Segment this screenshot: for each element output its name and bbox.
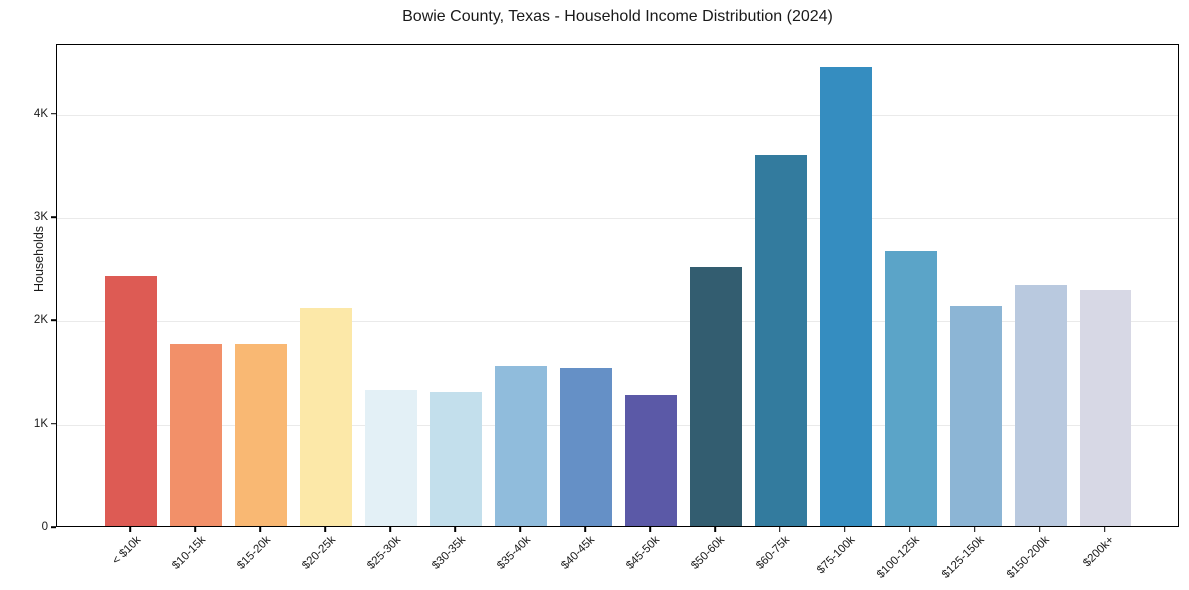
plot-area [56,44,1179,527]
bar-$25-30k [365,390,418,526]
x-tick-label: $25-30k [364,534,403,572]
x-tick-mark [194,527,197,532]
bar-$10-15k [170,344,223,526]
x-tick-label: $10-15k [170,534,208,572]
y-tick-label: 1K [33,417,48,430]
y-tick-label: 2K [33,314,48,327]
x-axis-tick-labels: < $10k $10-15k $15-20k $20-25k $25-30k $30-35… [56,527,1179,587]
x-tick-label: $20-25k [299,534,338,572]
y-tick-mark [51,422,56,425]
bar-$50-60k [689,266,742,526]
y-tick-label: 3K [33,211,48,224]
x-tick-mark [779,527,781,532]
bar-$60-75k [754,155,807,526]
y-tick-mark [51,319,56,322]
x-tick-mark [584,527,586,532]
x-tick-mark [259,527,262,532]
y-tick-mark [51,526,56,528]
bar-$30-35k [430,391,483,526]
x-tick-mark [649,527,651,532]
x-tick-mark [908,527,911,532]
x-tick-label: $125-150k [940,534,988,581]
y-axis-tick-marks [50,44,56,528]
x-tick-label: $45-50k [624,534,663,572]
x-tick-mark [714,527,716,532]
gridline-y-3K [57,218,1178,220]
x-tick-mark [973,527,976,532]
x-tick-mark [843,527,846,532]
gridline-y-2K [57,321,1178,323]
bar-$150-200k [1014,284,1067,526]
x-tick-label: $35-40k [494,534,533,572]
bar-$125-150k [949,305,1002,526]
x-tick-mark [1038,527,1041,532]
gridline-y-1K [57,424,1178,426]
x-tick-mark [129,527,132,532]
bar-$75-100k [819,66,872,526]
x-tick-label: $75-100k [814,534,858,577]
bar-$45-50k [624,394,677,526]
x-tick-mark [519,527,521,532]
x-tick-label: $100-125k [875,534,923,581]
bar-$15-20k [235,344,288,526]
bar-$35-40k [495,365,548,526]
x-tick-label: $30-35k [429,534,468,572]
x-tick-label: $60-75k [754,534,793,572]
x-tick-mark [389,527,392,532]
x-tick-label: < $10k [109,534,143,568]
y-tick-mark [51,216,56,218]
y-tick-label: 0 [41,521,48,533]
x-tick-label: $40-45k [559,534,598,572]
x-tick-mark [454,527,456,532]
x-tick-mark [324,527,327,532]
bar-$20-25k [300,308,353,526]
y-axis-tick-labels: 0 1K 2K 3K 4K [0,44,48,533]
bar-$40-45k [560,367,612,526]
x-tick-label: $150-200k [1005,534,1053,581]
bar-< $10k [105,275,158,526]
chart-title: Bowie County, Texas - Household Income D… [402,8,833,25]
x-tick-label: $50-60k [689,534,728,572]
bar-$200k+ [1079,289,1132,526]
x-tick-label: $200k+ [1081,534,1118,570]
y-tick-label: 4K [33,107,48,120]
y-tick-mark [51,112,56,115]
gridline-y-4K [57,114,1178,116]
x-tick-label: $15-20k [234,534,273,572]
bar-$100-125k [884,251,937,526]
x-tick-mark [1103,527,1106,532]
